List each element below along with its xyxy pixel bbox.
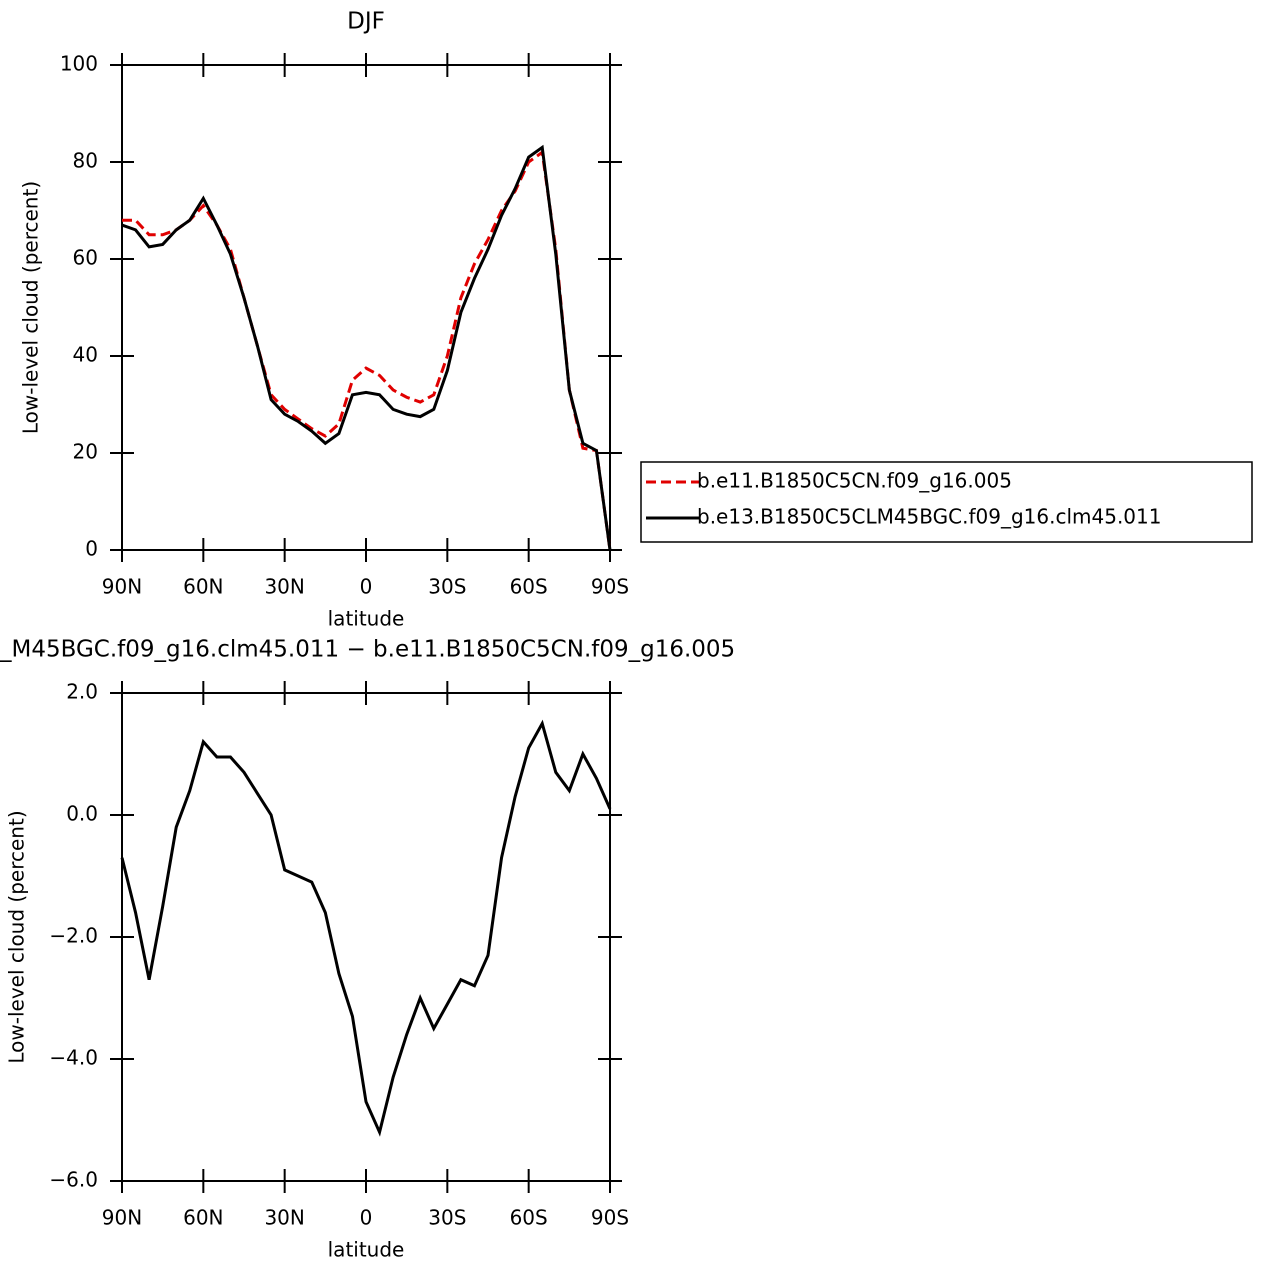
x-tick-label: 60S: [510, 1206, 548, 1230]
x-tick-label: 60S: [510, 575, 548, 599]
x-tick-label: 60N: [183, 1206, 223, 1230]
y-axis-label: Low-level cloud (percent): [5, 810, 29, 1063]
y-tick-label: 100: [60, 52, 98, 76]
x-tick-label: 90N: [102, 1206, 142, 1230]
chart-title: _M45BGC.f09_g16.clm45.011 − b.e11.B1850C…: [0, 637, 735, 663]
legend-label: b.e11.B1850C5CN.f09_g16.005: [697, 469, 1012, 493]
y-tick-label: 60: [73, 246, 98, 270]
data-line: [122, 149, 612, 551]
y-tick-label: −6.0: [49, 1168, 98, 1192]
y-tick-label: 0: [85, 537, 98, 561]
y-tick-label: 40: [73, 343, 98, 367]
y-tick-label: 20: [73, 440, 98, 464]
x-axis-label: latitude: [328, 1238, 405, 1262]
data-line: [121, 144, 612, 551]
chart-title: DJF: [347, 9, 385, 35]
plot-frame: [121, 64, 611, 551]
x-tick-label: 30N: [264, 1206, 304, 1230]
x-tick-label: 90N: [102, 575, 142, 599]
y-tick-label: −4.0: [49, 1046, 98, 1070]
x-tick-label: 90S: [591, 1206, 629, 1230]
x-tick-label: 0: [360, 1206, 373, 1230]
x-tick-label: 30S: [428, 575, 466, 599]
y-tick-label: 2.0: [66, 680, 98, 704]
y-tick-label: −2.0: [49, 924, 98, 948]
x-tick-label: 0: [360, 575, 373, 599]
data-line: [120, 719, 612, 1137]
x-tick-label: 90S: [591, 575, 629, 599]
x-tick-label: 30N: [264, 575, 304, 599]
x-tick-label: 30S: [428, 1206, 466, 1230]
legend-box: [640, 461, 1253, 543]
legend-label: b.e13.B1850C5CLM45BGC.f09_g16.clm45.011: [697, 505, 1161, 529]
y-tick-label: 0.0: [66, 802, 98, 826]
y-axis-label: Low-level cloud (percent): [19, 181, 43, 434]
x-axis-label: latitude: [328, 607, 405, 631]
x-tick-label: 60N: [183, 575, 223, 599]
y-tick-label: 80: [73, 149, 98, 173]
